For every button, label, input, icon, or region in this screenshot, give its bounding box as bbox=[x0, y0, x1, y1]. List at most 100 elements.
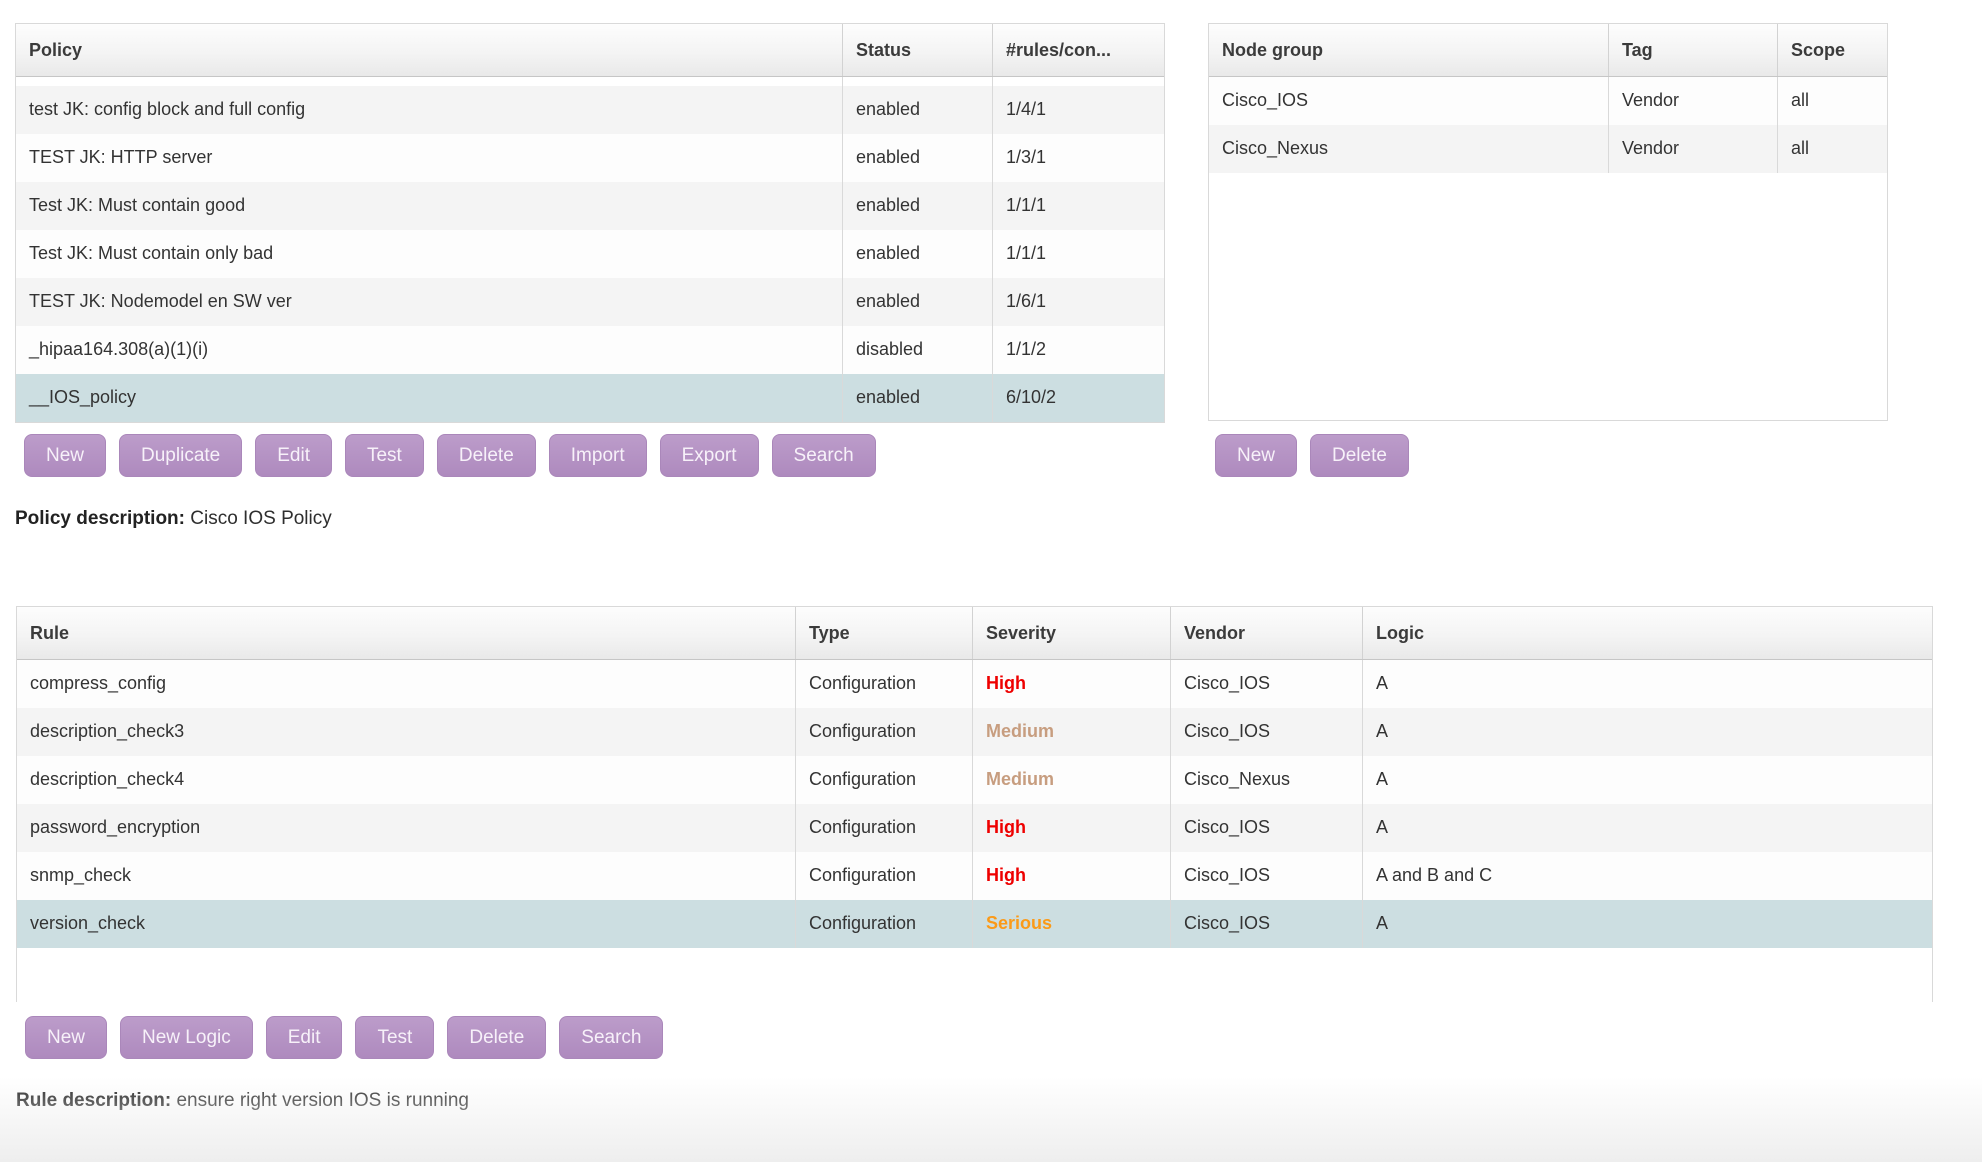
table-row[interactable]: TEST JK: HTTP server enabled 1/3/1 bbox=[16, 134, 1164, 182]
policy-name-cell: test JK: config block and full config bbox=[16, 86, 843, 134]
rule-logic-cell: A bbox=[1376, 769, 1389, 789]
policy-rules-cell: 1/3/1 bbox=[1006, 147, 1047, 167]
policy-column-header[interactable]: Policy bbox=[16, 24, 843, 76]
rule-severity-cell: High bbox=[973, 660, 1171, 708]
node-group-tag-cell: Vendor bbox=[1609, 125, 1778, 173]
node-group-scope-cell: all bbox=[1791, 138, 1810, 158]
table-row-selected[interactable]: __IOS_policy enabled 6/10/2 bbox=[16, 374, 1164, 422]
rule-vendor-cell: Cisco_IOS bbox=[1171, 852, 1363, 900]
policy-edit-button[interactable]: Edit bbox=[255, 434, 332, 477]
node-group-tag-cell: Vendor bbox=[1609, 77, 1778, 125]
policy-status-cell: enabled bbox=[843, 230, 993, 278]
rule-type-cell: Configuration bbox=[796, 900, 973, 948]
table-row[interactable]: Cisco_Nexus Vendor all bbox=[1209, 125, 1887, 173]
policy-status-cell: enabled bbox=[843, 86, 993, 134]
policy-import-button[interactable]: Import bbox=[548, 434, 647, 477]
policy-rules-cell: 1/1/1 bbox=[1006, 195, 1047, 215]
policy-duplicate-button[interactable]: Duplicate bbox=[119, 434, 243, 477]
table-row[interactable]: password_encryption Configuration High C… bbox=[17, 804, 1932, 852]
rule-type-cell: Configuration bbox=[796, 708, 973, 756]
rule-type-cell: Configuration bbox=[796, 804, 973, 852]
policy-rules-cell: 1/4/1 bbox=[1006, 99, 1047, 119]
policy-table-spacer bbox=[16, 77, 1164, 86]
rule-button-bar: New New Logic Edit Test Delete Search bbox=[25, 1016, 664, 1059]
table-row[interactable]: description_check4 Configuration Medium … bbox=[17, 756, 1932, 804]
policy-rules-cell: 1/6/1 bbox=[1006, 291, 1047, 311]
node-group-column-header[interactable]: Node group bbox=[1209, 24, 1609, 76]
node-group-new-button[interactable]: New bbox=[1215, 434, 1298, 477]
rule-severity-cell: High bbox=[973, 852, 1171, 900]
table-row[interactable]: Cisco_IOS Vendor all bbox=[1209, 77, 1887, 125]
rule-logic-cell: A bbox=[1376, 817, 1389, 837]
type-column-header[interactable]: Type bbox=[796, 607, 973, 659]
rule-table-header: Rule Type Severity Vendor Logic bbox=[17, 607, 1932, 660]
table-row[interactable]: Test JK: Must contain good enabled 1/1/1 bbox=[16, 182, 1164, 230]
rule-logic-cell: A bbox=[1376, 913, 1389, 933]
rule-severity-cell: High bbox=[973, 804, 1171, 852]
policy-button-bar: New Duplicate Edit Test Delete Import Ex… bbox=[24, 434, 876, 477]
rule-description-value: ensure right version IOS is running bbox=[176, 1090, 470, 1111]
policy-export-button[interactable]: Export bbox=[659, 434, 759, 477]
node-group-name-cell: Cisco_Nexus bbox=[1209, 125, 1609, 173]
policy-status-cell: enabled bbox=[843, 374, 993, 422]
rule-severity-cell: Medium bbox=[973, 708, 1171, 756]
status-column-header[interactable]: Status bbox=[843, 24, 993, 76]
policy-search-button[interactable]: Search bbox=[771, 434, 876, 477]
rule-description-label: Rule description: bbox=[16, 1090, 172, 1111]
rule-logic-cell: A bbox=[1376, 673, 1389, 693]
node-group-button-bar: New Delete bbox=[1215, 434, 1409, 477]
rule-edit-button[interactable]: Edit bbox=[265, 1016, 343, 1059]
policy-delete-button[interactable]: Delete bbox=[436, 434, 536, 477]
policy-description: Policy description: Cisco IOS Policy bbox=[15, 508, 332, 530]
policy-description-label: Policy description: bbox=[15, 508, 185, 529]
scope-column-header[interactable]: Scope bbox=[1791, 40, 1846, 60]
node-group-name-cell: Cisco_IOS bbox=[1209, 77, 1609, 125]
rule-test-button[interactable]: Test bbox=[355, 1016, 435, 1059]
policy-name-cell: TEST JK: HTTP server bbox=[16, 134, 843, 182]
node-group-delete-button[interactable]: Delete bbox=[1310, 434, 1409, 477]
rule-table: Rule Type Severity Vendor Logic compress… bbox=[16, 606, 1933, 1005]
rule-severity-cell: Medium bbox=[973, 756, 1171, 804]
policy-test-button[interactable]: Test bbox=[344, 434, 424, 477]
rule-description: Rule description: ensure right version I… bbox=[16, 1090, 469, 1112]
severity-column-header[interactable]: Severity bbox=[973, 607, 1171, 659]
policy-name-cell: Test JK: Must contain only bad bbox=[16, 230, 843, 278]
tag-column-header[interactable]: Tag bbox=[1609, 24, 1778, 76]
rule-search-button[interactable]: Search bbox=[559, 1016, 664, 1059]
policy-new-button[interactable]: New bbox=[24, 434, 107, 477]
table-row[interactable]: _hipaa164.308(a)(1)(i) disabled 1/1/2 bbox=[16, 326, 1164, 374]
rule-name-cell: description_check3 bbox=[17, 708, 796, 756]
rule-new-logic-button[interactable]: New Logic bbox=[120, 1016, 253, 1059]
table-row[interactable]: description_check3 Configuration Medium … bbox=[17, 708, 1932, 756]
policy-rules-cell: 1/1/1 bbox=[1006, 243, 1047, 263]
rule-name-cell: snmp_check bbox=[17, 852, 796, 900]
rule-logic-cell: A bbox=[1376, 721, 1389, 741]
rule-delete-button[interactable]: Delete bbox=[447, 1016, 547, 1059]
rule-type-cell: Configuration bbox=[796, 756, 973, 804]
table-row[interactable]: TEST JK: Nodemodel en SW ver enabled 1/6… bbox=[16, 278, 1164, 326]
node-group-table-empty-area bbox=[1209, 173, 1887, 369]
rule-vendor-cell: Cisco_IOS bbox=[1171, 708, 1363, 756]
rule-new-button[interactable]: New bbox=[25, 1016, 108, 1059]
policy-name-cell: __IOS_policy bbox=[16, 374, 843, 422]
rule-type-cell: Configuration bbox=[796, 660, 973, 708]
table-row[interactable]: Test JK: Must contain only bad enabled 1… bbox=[16, 230, 1164, 278]
rules-column-header[interactable]: #rules/con... bbox=[1006, 40, 1112, 60]
table-row[interactable]: compress_config Configuration High Cisco… bbox=[17, 660, 1932, 708]
vendor-column-header[interactable]: Vendor bbox=[1171, 607, 1363, 659]
policy-table: Policy Status #rules/con... test JK: con… bbox=[15, 23, 1165, 423]
policy-description-value: Cisco IOS Policy bbox=[190, 508, 332, 529]
table-row[interactable]: snmp_check Configuration High Cisco_IOS … bbox=[17, 852, 1932, 900]
rule-column-header[interactable]: Rule bbox=[17, 607, 796, 659]
rule-name-cell: password_encryption bbox=[17, 804, 796, 852]
policy-table-header: Policy Status #rules/con... bbox=[16, 24, 1164, 77]
logic-column-header[interactable]: Logic bbox=[1376, 623, 1424, 643]
table-row[interactable]: test JK: config block and full config en… bbox=[16, 86, 1164, 134]
policy-name-cell: _hipaa164.308(a)(1)(i) bbox=[16, 326, 843, 374]
rule-logic-cell: A and B and C bbox=[1376, 865, 1493, 885]
policy-status-cell: enabled bbox=[843, 182, 993, 230]
rule-name-cell: compress_config bbox=[17, 660, 796, 708]
node-group-scope-cell: all bbox=[1791, 90, 1810, 110]
table-row-selected[interactable]: version_check Configuration Serious Cisc… bbox=[17, 900, 1932, 948]
policy-rules-cell: 6/10/2 bbox=[1006, 387, 1057, 407]
